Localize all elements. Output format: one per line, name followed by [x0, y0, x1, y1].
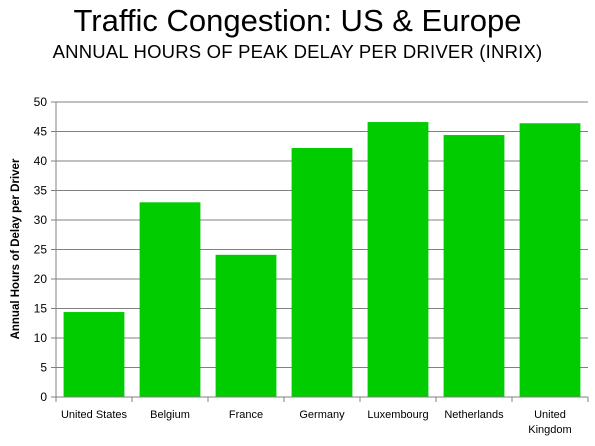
- y-tick-label: 45: [34, 125, 48, 139]
- y-tick-label: 20: [34, 272, 48, 286]
- bar: [443, 135, 505, 398]
- x-category-label: Netherlands: [444, 409, 504, 421]
- y-tick-label: 40: [34, 154, 48, 168]
- chart-subtitle: ANNUAL HOURS OF PEAK DELAY PER DRIVER (I…: [52, 41, 543, 62]
- x-category-label: Germany: [299, 409, 345, 421]
- bar: [519, 123, 581, 398]
- y-tick-label: 0: [40, 390, 47, 404]
- bars: [63, 122, 581, 398]
- bar: [291, 148, 353, 397]
- chart-title: Traffic Congestion: US & Europe: [73, 3, 522, 38]
- y-tick-label: 15: [34, 302, 48, 316]
- x-category-label: Belgium: [150, 409, 190, 421]
- y-tick-label: 35: [34, 184, 48, 198]
- y-tick-label: 10: [34, 331, 48, 345]
- x-category-label: France: [229, 409, 263, 421]
- x-category-label: Luxembourg: [367, 409, 428, 421]
- x-category-label: United Kingdom: [528, 409, 571, 436]
- x-category-label: United States: [61, 409, 128, 421]
- y-tick-label: 50: [34, 95, 48, 109]
- axes: [51, 101, 589, 402]
- category-labels: United States Belgium France Germany Luxembo…: [61, 409, 572, 436]
- y-tick-labels: 0 5 10 15 20 25 30 35 40 45 50: [34, 95, 48, 404]
- bar: [215, 254, 277, 397]
- y-tick-label: 25: [34, 243, 48, 257]
- y-axis-label: Annual Hours of Delay per Driver: [10, 158, 22, 339]
- y-tick-label: 5: [40, 361, 47, 375]
- bar: [63, 312, 125, 397]
- bar: [367, 122, 429, 397]
- y-tick-label: 30: [34, 213, 48, 227]
- bar: [139, 202, 201, 397]
